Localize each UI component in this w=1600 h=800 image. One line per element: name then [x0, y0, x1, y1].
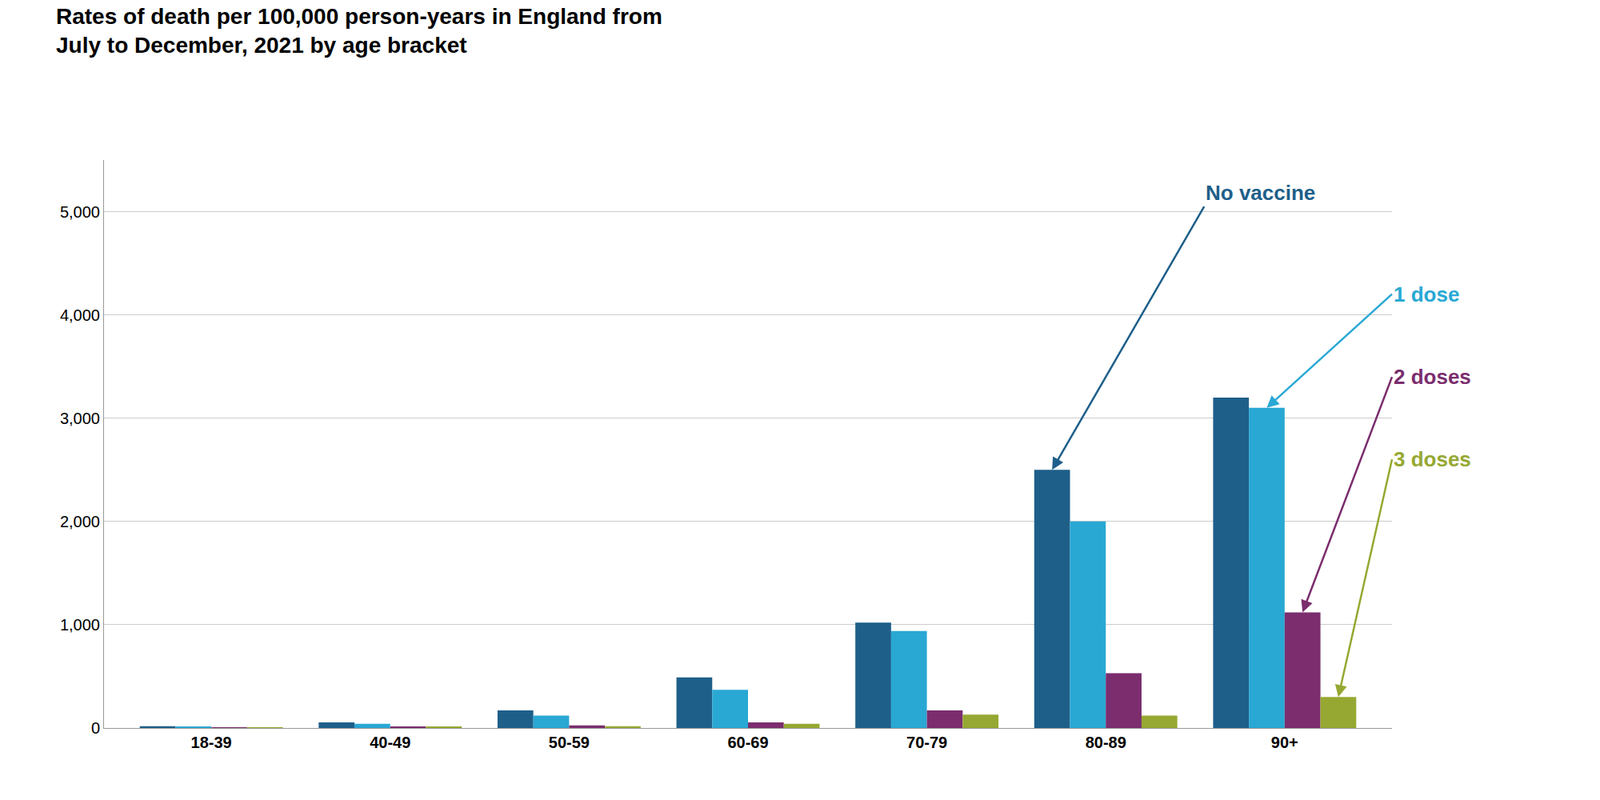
- svg-text:80-89: 80-89: [1085, 733, 1127, 752]
- svg-text:1 dose: 1 dose: [1393, 282, 1460, 307]
- svg-text:1,000: 1,000: [60, 616, 100, 634]
- svg-text:2,000: 2,000: [60, 512, 100, 531]
- svg-text:60-69: 60-69: [727, 733, 768, 752]
- svg-text:No vaccine: No vaccine: [1205, 180, 1316, 205]
- svg-text:40-49: 40-49: [369, 733, 411, 752]
- svg-text:Rates of death per 100,000 per: Rates of death per 100,000 person-years …: [56, 4, 663, 58]
- svg-text:0: 0: [91, 719, 100, 737]
- svg-text:3 doses: 3 doses: [1393, 447, 1472, 472]
- svg-text:18-39: 18-39: [191, 733, 232, 752]
- svg-text:50-59: 50-59: [548, 733, 590, 752]
- svg-text:70-79: 70-79: [906, 733, 948, 752]
- svg-text:5,000: 5,000: [60, 203, 100, 221]
- svg-text:90+: 90+: [1271, 733, 1299, 752]
- svg-text:2 doses: 2 doses: [1393, 364, 1472, 389]
- svg-text:3,000: 3,000: [60, 409, 100, 428]
- svg-text:4,000: 4,000: [60, 306, 100, 324]
